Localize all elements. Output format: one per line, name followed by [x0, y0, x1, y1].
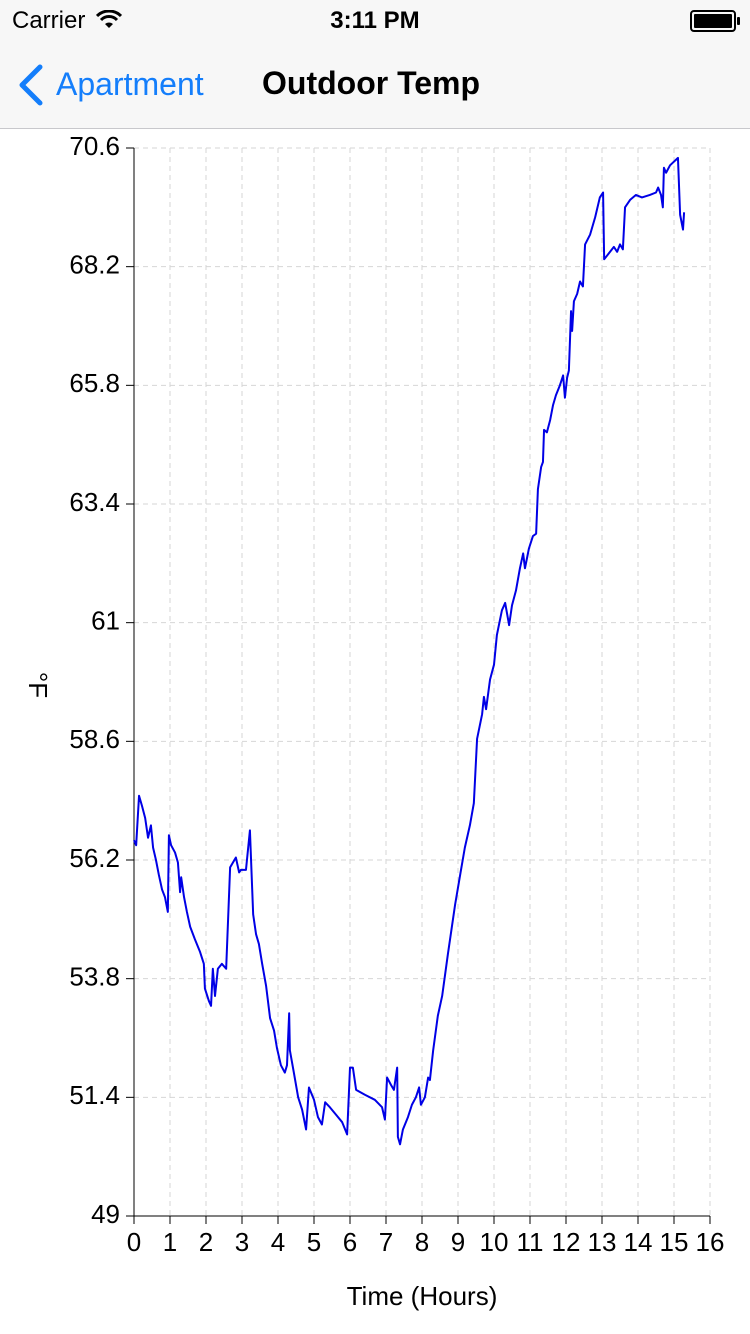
x-tick-label: 8: [415, 1227, 429, 1257]
y-tick-label: 49: [91, 1199, 120, 1229]
y-tick-label: 61: [91, 606, 120, 636]
x-tick-label: 4: [271, 1227, 285, 1257]
x-tick-label: 1: [163, 1227, 177, 1257]
temperature-line: [133, 156, 686, 1146]
x-tick-label: 16: [696, 1227, 725, 1257]
y-tick-label: 53.8: [69, 962, 120, 992]
x-tick-label: 11: [517, 1227, 544, 1257]
x-tick-label: 13: [588, 1227, 617, 1257]
x-axis-label: Time (Hours): [347, 1281, 498, 1311]
wifi-icon: [95, 9, 123, 28]
status-bar: Carrier 3:11 PM: [0, 0, 750, 40]
y-tick-label: 51.4: [69, 1080, 120, 1110]
x-tick-label: 0: [127, 1227, 141, 1257]
back-button[interactable]: Apartment: [56, 66, 204, 102]
nav-title: Outdoor Temp: [262, 65, 481, 101]
x-tick-label: 5: [307, 1227, 321, 1257]
navigation-bar: Apartment Outdoor Temp: [0, 40, 750, 129]
y-tick-label: 58.6: [69, 724, 120, 754]
x-tick-label: 7: [379, 1227, 393, 1257]
x-tick-label: 14: [624, 1227, 653, 1257]
x-tick-label: 6: [343, 1227, 357, 1257]
y-tick-label: 65.8: [69, 368, 120, 398]
y-tick-label: 70.6: [69, 131, 120, 161]
x-tick-label: 15: [660, 1227, 689, 1257]
x-tick-label: 3: [235, 1227, 249, 1257]
y-tick-label: 56.2: [69, 843, 120, 873]
battery-icon: [690, 10, 740, 32]
carrier-text: Carrier: [12, 7, 86, 34]
x-tick-label: 2: [199, 1227, 213, 1257]
y-tick-label: 63.4: [69, 487, 120, 517]
carrier: Carrier: [12, 7, 123, 35]
x-tick-label: 12: [552, 1227, 581, 1257]
x-tick-label: 10: [480, 1227, 509, 1257]
x-tick-label: 9: [451, 1227, 465, 1257]
y-tick-label: 68.2: [69, 250, 120, 280]
clock: 3:11 PM: [330, 7, 420, 34]
y-axis-label: °F: [23, 672, 53, 698]
back-chevron[interactable]: [16, 64, 46, 106]
